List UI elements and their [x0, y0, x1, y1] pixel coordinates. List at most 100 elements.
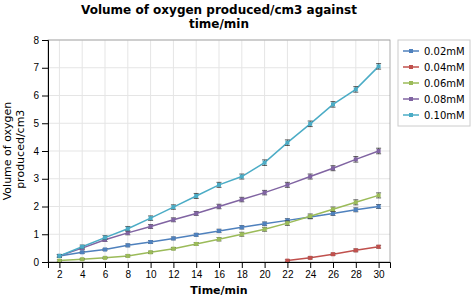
x-tick: 26 [328, 262, 340, 280]
marker [377, 245, 381, 249]
x-tick-label: 28 [351, 269, 363, 280]
plot-frame [48, 40, 390, 262]
marker [354, 208, 358, 212]
x-tick-mark [82, 262, 83, 268]
marker [285, 183, 289, 187]
error-bar [376, 245, 381, 248]
x-tick-mark [265, 262, 266, 268]
series-line [59, 195, 378, 260]
x-axis-title: Time/min [190, 284, 247, 297]
error-bar [376, 193, 381, 198]
marker [171, 218, 175, 222]
marker [149, 216, 153, 220]
marker [103, 248, 107, 252]
error-bar [331, 253, 336, 255]
error-bar [171, 218, 176, 222]
legend-label: 0.02mM [424, 46, 465, 57]
y-tick-mark [42, 40, 48, 41]
error-bar [353, 208, 358, 212]
error-bar [262, 227, 267, 231]
x-tick: 14 [191, 262, 203, 280]
legend-item: 0.08mM [403, 94, 465, 105]
y-tick-label: 0 [33, 257, 39, 268]
legend-item: 0.06mM [403, 78, 465, 89]
error-bar [353, 200, 358, 205]
error-bar [353, 87, 358, 93]
legend-marker [409, 49, 413, 53]
marker [354, 87, 358, 91]
marker [354, 157, 358, 161]
series-line [59, 151, 378, 256]
x-tick-label: 30 [374, 269, 386, 280]
x-tick: 2 [57, 262, 63, 280]
x-tick-label: 24 [305, 269, 317, 280]
marker [80, 257, 84, 261]
y-tick-mark [42, 151, 48, 152]
marker [171, 205, 175, 209]
marker [80, 250, 84, 254]
marker [103, 236, 107, 240]
marker [263, 161, 267, 165]
error-bar [217, 182, 222, 187]
marker [377, 149, 381, 153]
error-bar [217, 238, 222, 241]
y-axis: 012345678 [33, 35, 48, 268]
x-tick-mark [105, 262, 106, 268]
error-bar [308, 121, 313, 127]
series [57, 64, 381, 258]
error-bar [194, 233, 199, 236]
x-tick-label: 22 [282, 269, 294, 280]
data [57, 64, 381, 262]
x-tick: 8 [126, 262, 132, 280]
marker [57, 254, 61, 258]
error-bar [171, 237, 176, 240]
x-tick: 24 [305, 262, 317, 280]
x-tick-mark [128, 262, 129, 268]
error-bar [239, 174, 244, 179]
marker [377, 205, 381, 209]
y-tick-label: 1 [33, 229, 39, 240]
marker [217, 205, 221, 209]
x-tick-label: 16 [214, 269, 226, 280]
error-bar [262, 190, 267, 194]
marker [103, 256, 107, 260]
error-bar [308, 214, 313, 218]
legend-item: 0.10mM [403, 110, 465, 121]
x-tick: 12 [168, 262, 180, 280]
error-bar [376, 205, 381, 209]
marker [377, 193, 381, 197]
x-tick-label: 18 [237, 269, 249, 280]
x-tick-label: 20 [260, 269, 272, 280]
x-tick: 20 [260, 262, 272, 280]
error-bar [331, 166, 336, 171]
series [57, 193, 381, 262]
x-tick-mark [242, 262, 243, 268]
plot: 24681012141618202224262830012345678 [33, 35, 390, 280]
x-grid-line [173, 40, 174, 262]
x-tick-mark [287, 262, 288, 268]
error-bar [194, 193, 199, 198]
y-tick: 3 [33, 173, 48, 184]
marker [240, 225, 244, 229]
series [57, 148, 381, 258]
x-tick-mark [59, 262, 60, 268]
x-tick-mark [173, 262, 174, 268]
x-tick: 6 [103, 262, 109, 280]
y-axis-title: Volume of oxygen produced/cm3 [1, 102, 27, 201]
x-tick-label: 4 [80, 269, 86, 280]
x-tick: 18 [237, 262, 249, 280]
series-line [59, 66, 378, 256]
marker [149, 240, 153, 244]
legend-label: 0.08mM [424, 94, 465, 105]
marker [217, 237, 221, 241]
marker [126, 227, 130, 231]
y-tick: 6 [33, 90, 48, 101]
error-bar [171, 205, 176, 209]
error-bar [125, 244, 130, 247]
x-grid-line [333, 40, 334, 262]
y-tick-label: 8 [33, 35, 39, 46]
y-tick: 1 [33, 229, 48, 240]
x-tick-label: 12 [168, 269, 180, 280]
marker [331, 166, 335, 170]
marker [126, 243, 130, 247]
